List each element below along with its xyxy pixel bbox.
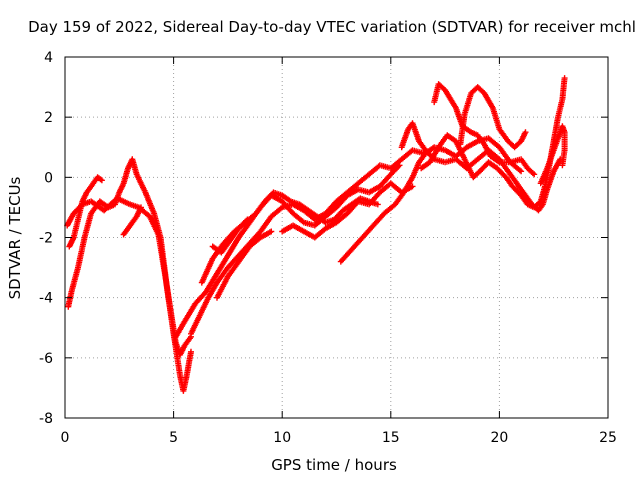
y-tick-label: 2 — [44, 110, 53, 126]
plot-area-frame — [64, 56, 609, 419]
series-arc-6 — [188, 147, 427, 337]
y-tick-label: -6 — [39, 351, 53, 367]
plus-markers — [66, 174, 105, 250]
grid — [65, 57, 608, 418]
y-tick-label: -8 — [39, 411, 53, 427]
data-series — [64, 75, 568, 394]
y-tick-label: -4 — [39, 291, 53, 307]
chart-title: Day 159 of 2022, Sidereal Day-to-day VTE… — [28, 18, 636, 36]
series-arc-3 — [65, 156, 194, 394]
plus-markers — [209, 216, 251, 256]
y-tick-label: 0 — [44, 170, 53, 186]
plus-markers — [65, 156, 194, 394]
series-arc-4 — [120, 204, 144, 238]
series-arc-9 — [209, 216, 251, 256]
x-tick-label: 20 — [490, 430, 508, 446]
y-tick-label: 4 — [44, 50, 53, 66]
x-tick-label: 0 — [61, 430, 70, 446]
series-arc-16 — [537, 123, 568, 187]
axis-ticks: 0 5 10 15 20 25 -8 -6 -4 -2 0 2 4 — [39, 50, 617, 446]
series-arc-8 — [214, 228, 275, 301]
series-arc-10 — [279, 180, 416, 241]
y-tick-label: -2 — [39, 231, 53, 247]
x-tick-label: 5 — [169, 430, 178, 446]
plus-markers — [188, 147, 427, 337]
series-arc-5 — [172, 162, 403, 340]
plus-markers — [214, 228, 275, 301]
series-arc-2 — [66, 174, 105, 250]
x-axis-label: GPS time / hours — [271, 456, 397, 474]
plus-markers — [537, 123, 568, 187]
plus-markers — [120, 204, 144, 238]
x-tick-label: 10 — [273, 430, 291, 446]
plus-markers — [279, 180, 416, 241]
y-axis-label: SDTVAR / TECUs — [6, 176, 24, 299]
x-tick-label: 25 — [599, 430, 617, 446]
plus-markers — [172, 162, 403, 340]
x-tick-label: 15 — [382, 430, 400, 446]
